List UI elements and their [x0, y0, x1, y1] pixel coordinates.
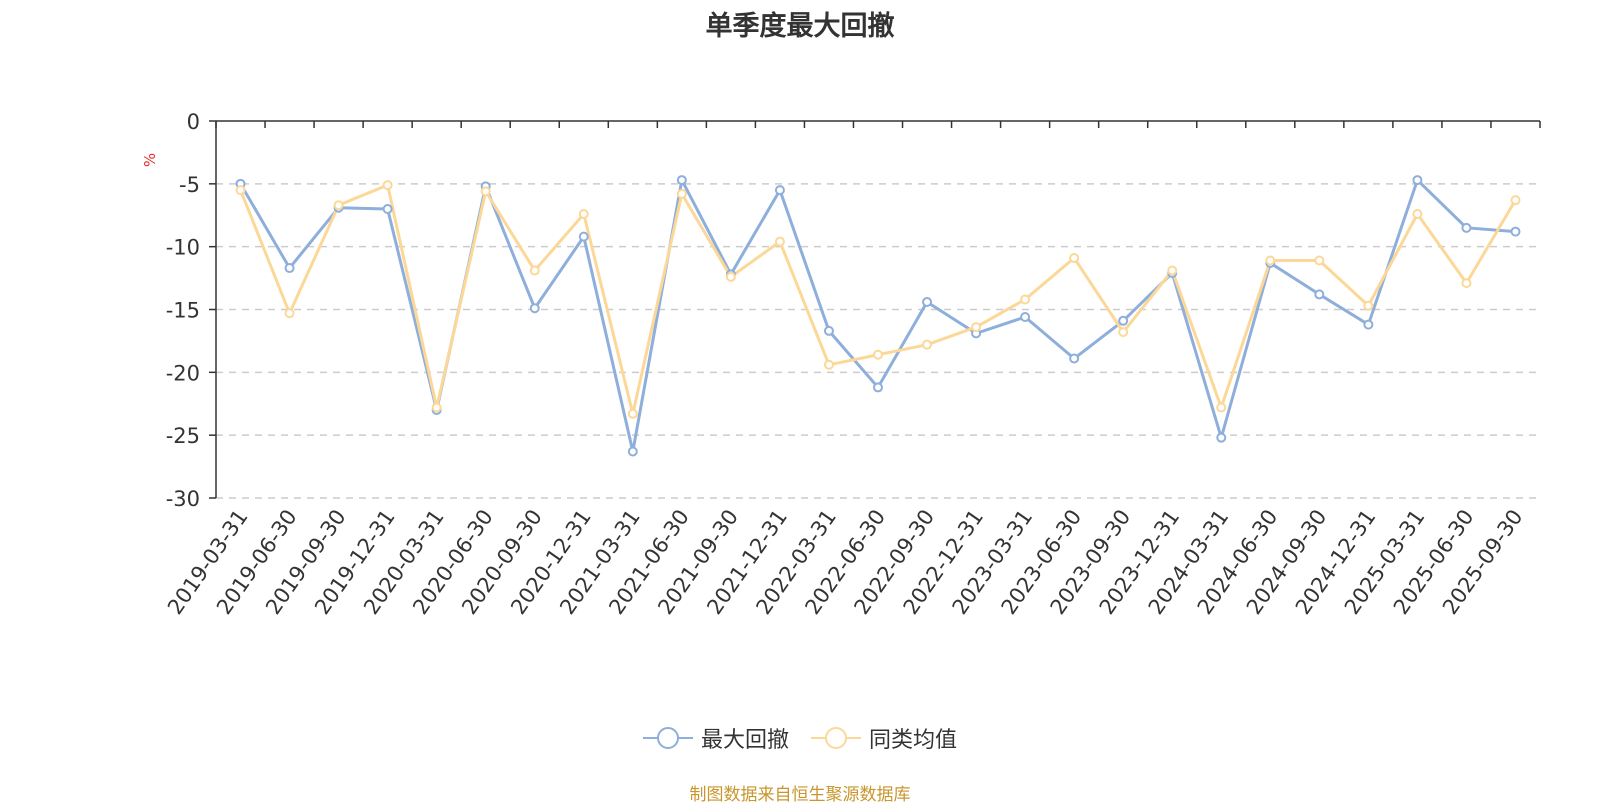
data-point-series-1[interactable] — [431, 402, 442, 413]
series-points — [235, 175, 1521, 457]
data-point-series-0[interactable] — [529, 303, 540, 314]
data-point-series-1[interactable] — [1314, 255, 1325, 266]
source-note: 制图数据来自恒生聚源数据库 — [689, 785, 911, 805]
data-point-series-1[interactable] — [1216, 402, 1227, 413]
data-point-series-0[interactable] — [627, 446, 638, 457]
data-point-series-1[interactable] — [676, 188, 687, 199]
data-point-series-0[interactable] — [873, 382, 883, 393]
y-tick-label: -25 — [166, 424, 200, 448]
data-point-series-0[interactable] — [1020, 312, 1031, 323]
x-tick-labels: 2019-03-312019-06-302019-09-302019-12-31… — [163, 505, 1528, 619]
data-point-series-1[interactable] — [333, 200, 344, 211]
y-tick-label: 0 — [187, 110, 200, 134]
data-point-series-1[interactable] — [1167, 265, 1178, 276]
data-point-series-0[interactable] — [1510, 226, 1521, 237]
data-point-series-1[interactable] — [1118, 327, 1129, 338]
data-point-series-1[interactable] — [774, 236, 785, 247]
data-point-series-1[interactable] — [1265, 255, 1276, 266]
grid-lines — [216, 183, 1540, 499]
y-axis-unit: % — [141, 153, 159, 167]
legend-marker-peer-average — [811, 727, 861, 749]
data-point-series-1[interactable] — [480, 186, 491, 197]
data-point-series-0[interactable] — [284, 263, 295, 274]
y-tick-label: -10 — [166, 236, 200, 260]
y-tick-label: -15 — [166, 299, 200, 323]
data-point-series-0[interactable] — [1216, 432, 1227, 443]
data-point-series-0[interactable] — [1363, 319, 1374, 330]
data-point-series-0[interactable] — [1118, 315, 1129, 326]
legend-label-peer-average: 同类均值 — [869, 728, 958, 753]
axes — [209, 120, 1541, 499]
data-point-series-0[interactable] — [578, 231, 589, 242]
series-line-1 — [239, 183, 1517, 416]
legend-label-drawdown: 最大回撤 — [700, 728, 789, 753]
legend-item-peer-average[interactable]: 同类均值 — [811, 722, 957, 754]
legend: 最大回撤 同类均值 — [0, 722, 1600, 754]
data-point-series-0[interactable] — [1412, 175, 1423, 186]
data-point-series-1[interactable] — [971, 322, 982, 333]
y-tick-label: -30 — [166, 487, 200, 511]
data-point-series-1[interactable] — [382, 180, 393, 191]
y-tick-label: -5 — [179, 173, 200, 197]
data-point-series-1[interactable] — [1412, 208, 1423, 219]
data-point-series-1[interactable] — [725, 271, 736, 282]
data-point-series-1[interactable] — [578, 208, 589, 219]
data-point-series-1[interactable] — [529, 265, 540, 276]
data-point-series-1[interactable] — [1363, 300, 1374, 311]
data-point-series-1[interactable] — [873, 349, 883, 360]
y-tick-labels: 0 -5 -10 -15 -20 -25 -30 — [166, 110, 200, 511]
data-point-series-0[interactable] — [774, 185, 785, 196]
data-point-series-0[interactable] — [382, 203, 393, 214]
data-point-series-1[interactable] — [284, 308, 295, 319]
data-point-series-0[interactable] — [823, 325, 834, 336]
data-point-series-1[interactable] — [823, 359, 834, 370]
data-point-series-1[interactable] — [627, 408, 638, 419]
data-point-series-0[interactable] — [1314, 289, 1325, 300]
data-point-series-0[interactable] — [676, 175, 687, 186]
data-point-series-1[interactable] — [922, 339, 933, 350]
data-point-series-1[interactable] — [1461, 278, 1472, 289]
y-tick-label: -20 — [166, 361, 200, 385]
data-point-series-1[interactable] — [1510, 195, 1521, 206]
data-point-series-0[interactable] — [1461, 222, 1472, 233]
legend-marker-drawdown — [642, 727, 693, 749]
data-point-series-0[interactable] — [1069, 353, 1080, 364]
data-point-series-0[interactable] — [922, 296, 933, 307]
data-point-series-1[interactable] — [235, 185, 246, 196]
legend-item-drawdown[interactable]: 最大回撤 — [642, 722, 789, 754]
data-point-series-1[interactable] — [1069, 252, 1080, 263]
chart-title: 单季度最大回撤 — [705, 11, 895, 42]
data-point-series-1[interactable] — [1020, 294, 1031, 305]
